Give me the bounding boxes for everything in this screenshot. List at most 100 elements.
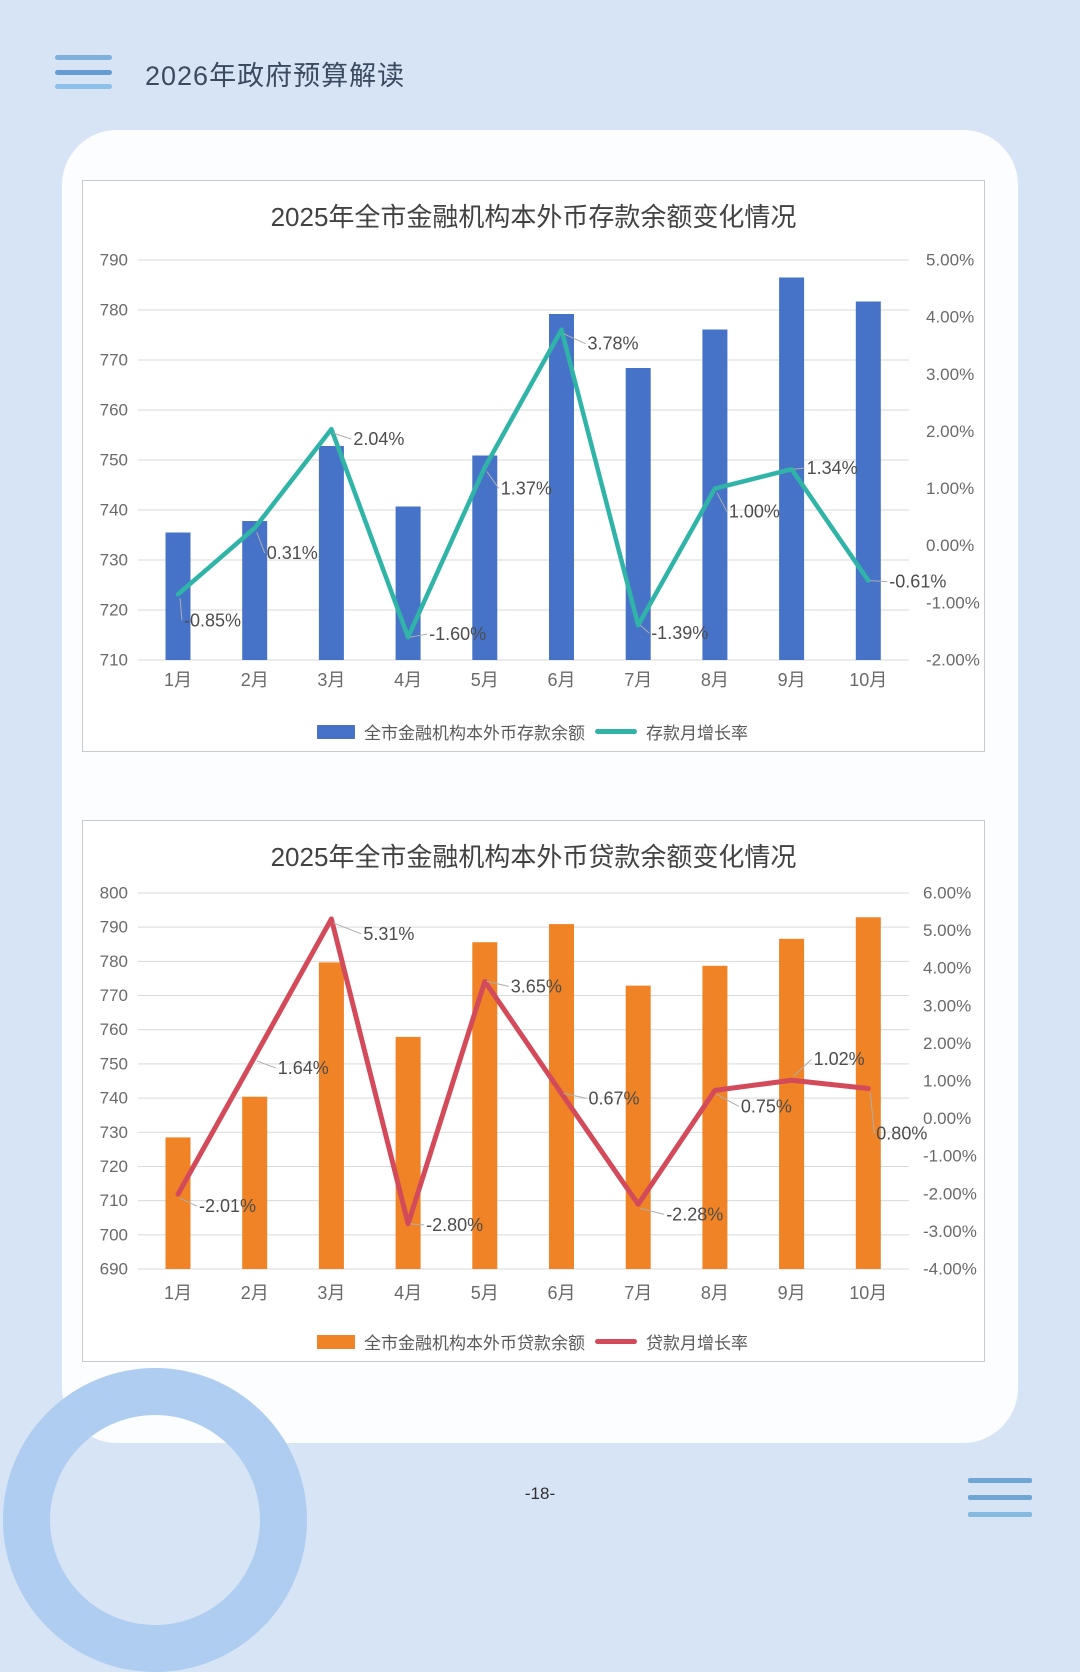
value-bar: [702, 329, 728, 660]
right-axis-tick: 6.00%: [923, 884, 971, 903]
left-axis-tick: 740: [100, 1089, 128, 1108]
deposit-chart-title: 2025年全市金融机构本外币存款余额变化情况: [270, 202, 797, 232]
month-label: 8月: [701, 1283, 729, 1303]
month-label: 5月: [471, 670, 499, 690]
left-axis-tick: 740: [100, 501, 128, 520]
month-label: 6月: [547, 1283, 575, 1303]
month-label: 1月: [164, 1283, 192, 1303]
left-axis-tick: 710: [100, 1191, 128, 1210]
loan-line-swatch: [595, 1339, 637, 1344]
growth-rate-label: 0.75%: [741, 1096, 792, 1116]
growth-rate-label: 0.31%: [267, 543, 318, 563]
right-axis-tick: 0.00%: [926, 536, 974, 555]
menu-line: [55, 55, 112, 60]
deposit-line-legend-label: 存款月增长率: [646, 724, 748, 743]
deposit-chart-panel: 790 780 770 760 750 740 730 720 710 5.00% 4.00% 3.0…: [82, 180, 985, 752]
right-axis-tick: -2.00%: [923, 1184, 977, 1203]
menu-line: [968, 1512, 1032, 1517]
right-axis-tick: 4.00%: [923, 959, 971, 978]
month-label: 10月: [849, 670, 887, 690]
label-leader-line: [410, 633, 428, 638]
label-leader-line: [716, 1093, 740, 1107]
loan-bar-swatch: [317, 1334, 355, 1349]
right-axis-tick: -2.00%: [926, 651, 980, 670]
growth-rate-label: 1.02%: [814, 1049, 865, 1069]
month-label: 8月: [701, 670, 729, 690]
right-axis-tick: 3.00%: [923, 996, 971, 1015]
growth-rate-label: -2.80%: [426, 1215, 483, 1235]
growth-rate-label: 3.65%: [511, 976, 562, 996]
left-axis-tick: 770: [100, 351, 128, 370]
label-leader-line: [333, 432, 352, 440]
growth-rate-label: 2.04%: [353, 429, 404, 449]
deposit-bar-legend-label: 全市金融机构本外币存款余额: [364, 724, 585, 743]
right-axis-tick: 1.00%: [926, 479, 974, 498]
growth-rate-label: 1.00%: [729, 502, 780, 522]
label-leader-line: [179, 598, 183, 621]
right-axis-tick: 0.00%: [923, 1109, 971, 1128]
value-bar: [242, 1096, 268, 1269]
growth-rate-label: 0.80%: [876, 1124, 927, 1144]
growth-rate-label: 1.34%: [807, 458, 858, 478]
right-axis-tick: 5.00%: [926, 251, 974, 270]
deposit-bar-swatch: [317, 724, 355, 739]
decorative-ring: [3, 1368, 307, 1672]
left-axis-tick: 750: [100, 451, 128, 470]
growth-rate-label: -0.85%: [184, 610, 241, 630]
deposit-chart-plot: 790 780 770 760 750 740 730 720 710 5.00% 4.00% 3.0…: [100, 251, 980, 691]
value-bar: [318, 962, 344, 1269]
value-bar: [318, 446, 344, 660]
month-label: 7月: [624, 670, 652, 690]
value-bar: [165, 1137, 191, 1269]
growth-rate-label: -0.61%: [889, 572, 946, 592]
month-label: 4月: [394, 1283, 422, 1303]
right-axis-tick: 2.00%: [926, 422, 974, 441]
growth-rate-label: 1.37%: [501, 478, 552, 498]
value-bar: [702, 965, 728, 1269]
growth-rate-label: -2.01%: [199, 1196, 256, 1216]
menu-icon-bottom: [968, 1478, 1032, 1517]
label-leader-line: [486, 471, 500, 489]
left-axis-tick: 720: [100, 1157, 128, 1176]
loan-line-legend-label: 贷款月增长率: [646, 1334, 748, 1353]
left-axis-tick: 790: [100, 918, 128, 937]
left-axis-tick: 780: [100, 301, 128, 320]
left-axis-tick: 730: [100, 551, 128, 570]
right-axis-tick: 2.00%: [923, 1034, 971, 1053]
left-axis-tick: 750: [100, 1054, 128, 1073]
growth-rate-label: 5.31%: [363, 924, 414, 944]
label-leader-line: [870, 580, 888, 583]
label-leader-line: [793, 467, 805, 470]
month-label: 4月: [394, 670, 422, 690]
month-label: 1月: [164, 670, 192, 690]
month-label: 3月: [317, 670, 345, 690]
month-label: 5月: [471, 1283, 499, 1303]
page-title: 2026年政府预算解读: [145, 61, 406, 91]
value-bar: [242, 521, 268, 660]
label-leader-line: [256, 531, 266, 554]
left-axis-tick: 730: [100, 1123, 128, 1142]
loan-chart-plot: 800 790 780 770 760 750 740 730 720 710 700 690 6.00…: [100, 884, 977, 1304]
month-label: 3月: [317, 1283, 345, 1303]
right-axis-tick: 1.00%: [923, 1072, 971, 1091]
menu-line: [968, 1478, 1032, 1483]
label-leader-line: [869, 1092, 875, 1134]
label-leader-line: [410, 1223, 425, 1226]
menu-line: [968, 1495, 1032, 1500]
growth-rate-line: [175, 916, 871, 1227]
menu-line: [55, 69, 112, 75]
value-bar: [779, 938, 805, 1269]
left-axis-tick: 700: [100, 1225, 128, 1244]
left-axis-tick: 710: [100, 651, 128, 670]
label-leader-line: [256, 1060, 276, 1069]
growth-rate-label: -1.60%: [429, 624, 486, 644]
page-header: 2026年政府预算解读: [0, 0, 1080, 130]
loan-chart-title: 2025年全市金融机构本外币贷款余额变化情况: [270, 842, 797, 872]
right-axis-tick: -1.00%: [926, 593, 980, 612]
label-leader-line: [563, 1092, 587, 1099]
right-axis-tick: -4.00%: [923, 1260, 977, 1279]
month-label: 9月: [778, 1283, 806, 1303]
left-axis-tick: 770: [100, 986, 128, 1005]
right-axis-tick: 4.00%: [926, 308, 974, 327]
label-leader-line: [639, 624, 650, 634]
